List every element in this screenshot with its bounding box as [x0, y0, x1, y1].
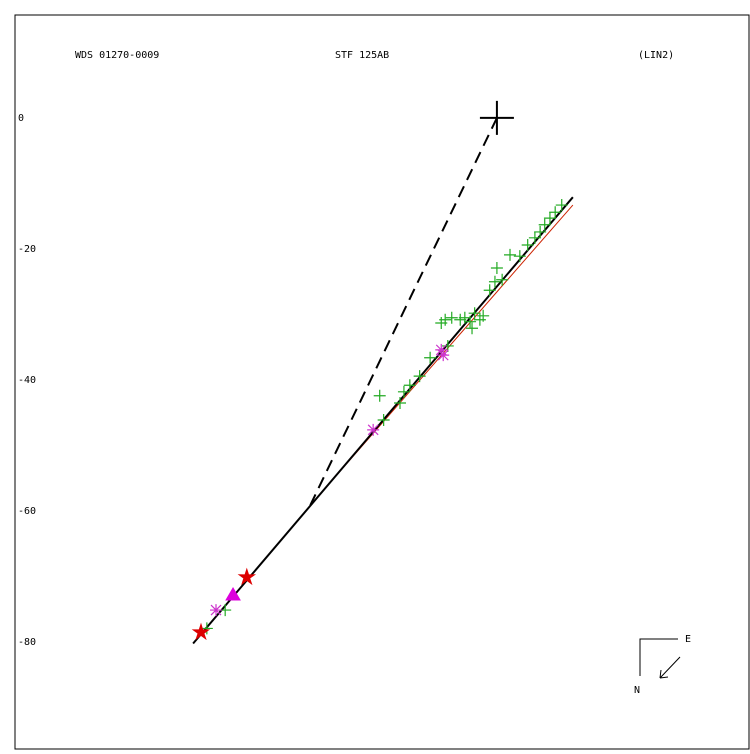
plus-marker	[200, 622, 213, 635]
asterisk-marker	[435, 343, 448, 356]
asterisk-marker	[367, 423, 380, 436]
triangle-marker	[225, 586, 241, 601]
fit-line	[309, 117, 498, 506]
plus-marker	[373, 389, 386, 402]
plus-marker	[439, 313, 452, 326]
plus-marker	[464, 315, 477, 328]
plus-marker	[490, 261, 503, 274]
plus-marker	[413, 370, 426, 383]
plus-marker	[488, 275, 501, 288]
bigplus-marker	[479, 100, 514, 135]
annotation: (LIN2)	[638, 50, 674, 61]
y-tick-label: -80	[18, 637, 36, 648]
asterisk-marker	[437, 349, 450, 362]
plus-marker	[549, 206, 562, 219]
plus-marker	[528, 231, 541, 244]
plus-marker	[468, 307, 481, 320]
compass: E N	[634, 634, 691, 696]
plus-marker	[394, 396, 407, 409]
asterisk-marker	[210, 604, 223, 617]
plus-marker	[513, 250, 526, 263]
y-tick-label: -60	[18, 506, 36, 517]
plus-marker	[538, 218, 551, 231]
plus-marker	[377, 414, 390, 427]
plot-frame	[14, 14, 750, 750]
plus-marker	[534, 225, 547, 238]
plus-marker	[466, 322, 479, 335]
plus-marker	[521, 239, 534, 252]
compass-east: E	[685, 634, 691, 645]
plus-marker	[445, 311, 458, 324]
y-tick-label: -20	[18, 244, 36, 255]
plus-marker	[397, 385, 410, 398]
plus-marker	[496, 273, 509, 286]
plus-marker	[424, 351, 437, 364]
compass-axes	[639, 638, 678, 676]
annotation: STF 125AB	[335, 50, 389, 61]
plus-marker	[555, 199, 568, 212]
compass-north: N	[634, 685, 640, 696]
plus-marker	[483, 284, 496, 297]
plus-marker	[543, 212, 556, 225]
star-marker	[191, 622, 211, 641]
plus-marker	[403, 379, 416, 392]
plus-marker	[504, 248, 517, 261]
star-marker	[237, 567, 257, 586]
annotation: WDS 01270-0009	[75, 50, 159, 61]
y-tick-label: 0	[18, 113, 24, 124]
plus-marker	[477, 309, 490, 322]
compass-arrow	[659, 656, 681, 679]
y-tick-label: -40	[18, 375, 36, 386]
